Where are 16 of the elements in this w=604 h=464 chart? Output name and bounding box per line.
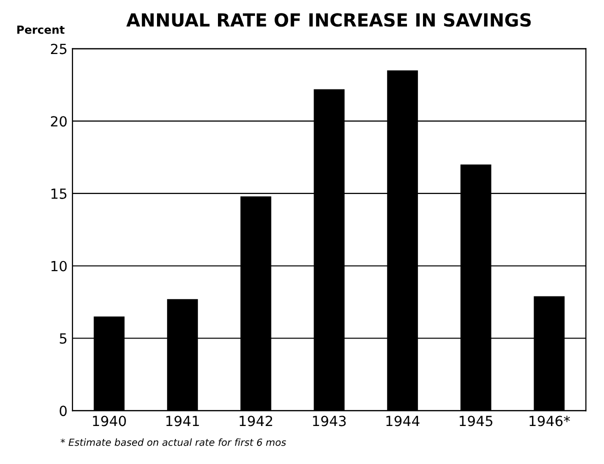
x-tick-label: 1946*: [530, 416, 570, 426]
y-tick-label: 25: [50, 44, 66, 54]
chart-title: ANNUAL RATE OF INCREASE IN SAVINGS: [126, 13, 531, 27]
y-tick-label: 0: [60, 406, 67, 416]
y-tick-label: 20: [50, 116, 67, 127]
x-tick-label: 1945: [460, 416, 492, 426]
y-axis-title: Percent: [17, 26, 65, 34]
y-tick-label: 5: [60, 333, 66, 344]
x-tick-label: 1941: [166, 416, 199, 426]
x-tick-label: 1944: [386, 416, 420, 426]
y-tick-label: 10: [51, 260, 67, 272]
x-tick-label: 1940: [93, 416, 126, 426]
y-tick-label: 15: [51, 188, 66, 199]
text: * Estimate based on actual rate for first 6 mos: [60, 438, 286, 446]
x-tick-label: 1942: [240, 416, 272, 426]
x-tick-label: 1943: [313, 416, 346, 426]
